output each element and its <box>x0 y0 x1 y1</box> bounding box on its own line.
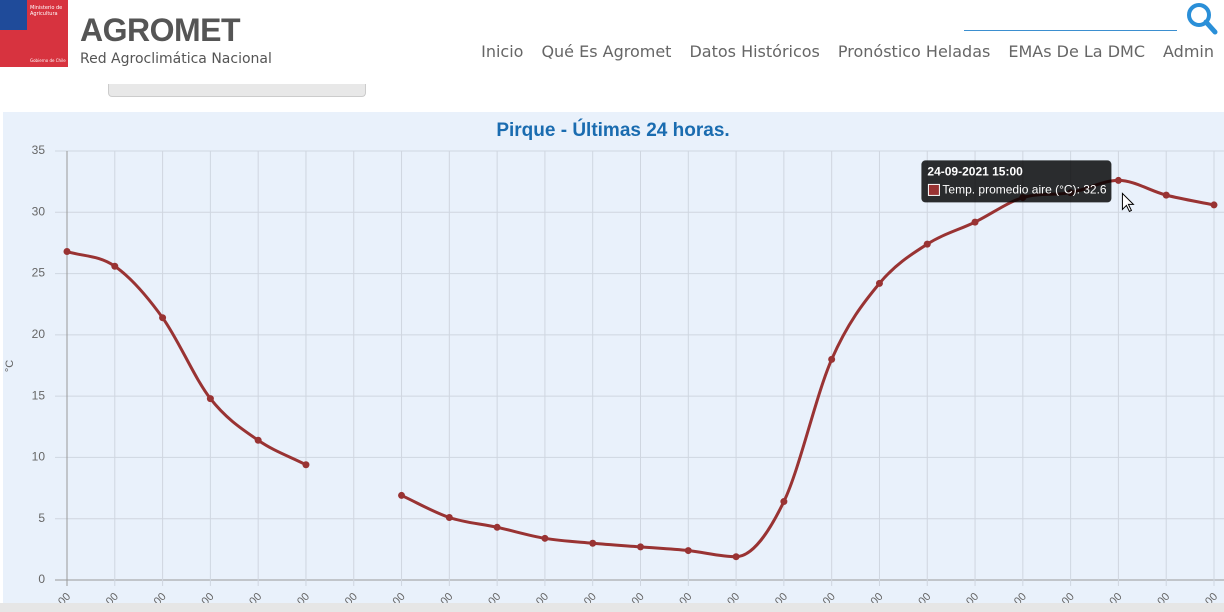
tooltip-box <box>921 160 1112 203</box>
point <box>732 553 740 561</box>
cursor <box>1121 192 1135 213</box>
tooltip-title: 24-09-2021 15:00 <box>927 165 1023 179</box>
x-tick-label: 00 <box>104 591 121 608</box>
logo[interactable]: Ministerio de Agricultura Gobierno de Ch… <box>0 0 68 67</box>
point <box>875 279 883 287</box>
nav-link[interactable]: EMAs De La DMC <box>1008 42 1145 61</box>
x-tick-label: 00 <box>916 591 933 608</box>
x-tick-label: 00 <box>1107 591 1124 608</box>
x-tick-label: 00 <box>199 591 216 608</box>
point <box>971 218 979 226</box>
y-tick-label: 20 <box>32 327 46 341</box>
search-input[interactable] <box>964 30 1177 31</box>
x-tick-label: 00 <box>964 591 981 608</box>
x-tick-label: 00 <box>486 591 503 608</box>
point <box>493 523 501 531</box>
nav: Inicio Qué Es Agromet Datos Históricos Pron… <box>481 42 1214 61</box>
logo-text: Gobierno de Chile <box>30 58 66 63</box>
nav-link[interactable]: Qué Es Agromet <box>541 42 672 61</box>
x-tick-label: 00 <box>821 591 838 608</box>
x-tick-label: 00 <box>630 591 647 608</box>
tab-bar <box>108 84 366 97</box>
point <box>1210 201 1218 209</box>
point <box>684 547 692 555</box>
point <box>254 436 262 444</box>
x-tick-label: 00 <box>247 591 264 608</box>
point <box>780 498 788 506</box>
tooltip: 24-09-2021 15:00 Temp. promedio aire (°C)… <box>921 160 1112 203</box>
search-icon[interactable] <box>1186 2 1218 36</box>
x-tick-label: 00 <box>677 591 694 608</box>
point <box>398 491 406 499</box>
nav-link[interactable]: Pronóstico Heladas <box>837 42 991 61</box>
point <box>1019 194 1027 202</box>
point <box>589 539 597 547</box>
point <box>206 395 214 403</box>
nav-link[interactable]: Datos Históricos <box>689 42 820 61</box>
x-tick-label: 00 <box>534 591 551 608</box>
point <box>159 314 167 322</box>
y-tick-label: 0 <box>38 572 45 586</box>
x-tick-label: 00 <box>1203 591 1220 608</box>
y-tick-label: 30 <box>32 204 46 218</box>
footer-bar <box>0 603 1224 612</box>
x-tick-label: 00 <box>438 591 455 608</box>
point <box>637 543 644 551</box>
point <box>63 248 71 256</box>
y-tick-label: 5 <box>38 511 45 525</box>
line <box>66 178 1215 559</box>
x-tick-label: 00 <box>582 591 599 608</box>
nav-link[interactable]: Inicio <box>481 42 524 61</box>
point <box>828 355 836 363</box>
y-tick-label: 15 <box>32 388 46 402</box>
chart-background <box>3 112 1224 612</box>
tooltip-swatch <box>927 183 940 196</box>
y-tick-label: 35 <box>32 143 46 157</box>
x-tick-label: 00 <box>391 591 408 608</box>
logo-text: Ministerio de Agricultura <box>30 5 63 17</box>
x-tick-label: 00 <box>1012 591 1029 608</box>
x-tick-label: 00 <box>1155 591 1172 608</box>
site-title[interactable]: AGROMET <box>80 12 241 48</box>
x-tick-label: 00 <box>343 591 360 608</box>
x-tick-label: 00 <box>56 591 73 608</box>
tooltip-label: Temp. promedio aire (°C): 32.6 <box>942 183 1107 197</box>
point <box>1114 176 1122 184</box>
site-subtitle: Red Agroclimática Nacional <box>80 51 272 67</box>
y-axis-label: °C <box>4 360 16 372</box>
point <box>445 513 453 521</box>
chart-title: Pirque - Últimas 24 horas. <box>496 119 729 141</box>
point <box>111 262 119 270</box>
point <box>541 534 549 542</box>
nav-link[interactable]: Admin <box>1163 42 1214 61</box>
point <box>923 240 931 248</box>
x-tick-label: 00 <box>773 591 790 608</box>
y-tick-label: 10 <box>32 450 46 464</box>
y-tick-label: 25 <box>32 266 46 280</box>
x-tick-label: 00 <box>725 591 742 608</box>
x-tick-label: 00 <box>295 591 312 608</box>
x-tick-label: 00 <box>1060 591 1077 608</box>
x-tick-label: 00 <box>152 591 169 608</box>
point <box>302 461 310 469</box>
x-tick-label: 00 <box>868 591 885 608</box>
point <box>1067 189 1075 197</box>
point <box>1162 191 1170 199</box>
